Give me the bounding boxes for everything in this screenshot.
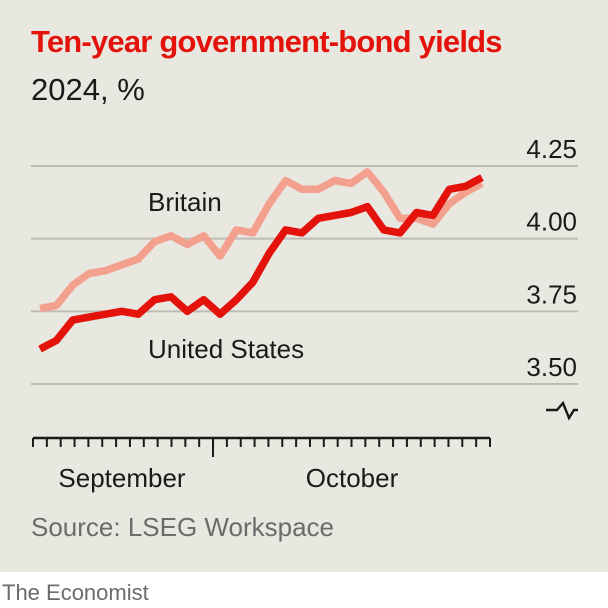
series-labels: Britain United States	[148, 187, 304, 364]
chart-subtitle: 2024, %	[31, 72, 145, 107]
series-label-united-states: United States	[148, 334, 304, 364]
source-note: Source: LSEG Workspace	[31, 512, 334, 542]
series-lines	[38, 168, 484, 353]
series-label-britain: Britain	[148, 187, 222, 217]
gridlines	[31, 165, 578, 385]
x-tick-label: October	[306, 463, 399, 493]
chart-panel: Ten-year government-bond yields 2024, % …	[0, 0, 608, 572]
line-chart: 3.50 3.75 4.00 4.25 Britain United States Se…	[31, 134, 578, 493]
x-tick-label: September	[58, 463, 186, 493]
series-line-britain	[39, 168, 484, 313]
axis-break-icon	[546, 400, 578, 421]
y-tick-label: 4.00	[526, 207, 577, 237]
y-tick-label: 4.25	[526, 134, 577, 164]
brand-credit: The Economist	[2, 580, 149, 605]
y-tick-label: 3.50	[526, 352, 577, 382]
x-axis: September October	[32, 436, 491, 493]
y-axis-labels: 3.50 3.75 4.00 4.25	[526, 134, 577, 382]
y-tick-label: 3.75	[526, 279, 577, 309]
chart-title: Ten-year government-bond yields	[31, 24, 503, 59]
series-line-united-states	[38, 174, 484, 353]
